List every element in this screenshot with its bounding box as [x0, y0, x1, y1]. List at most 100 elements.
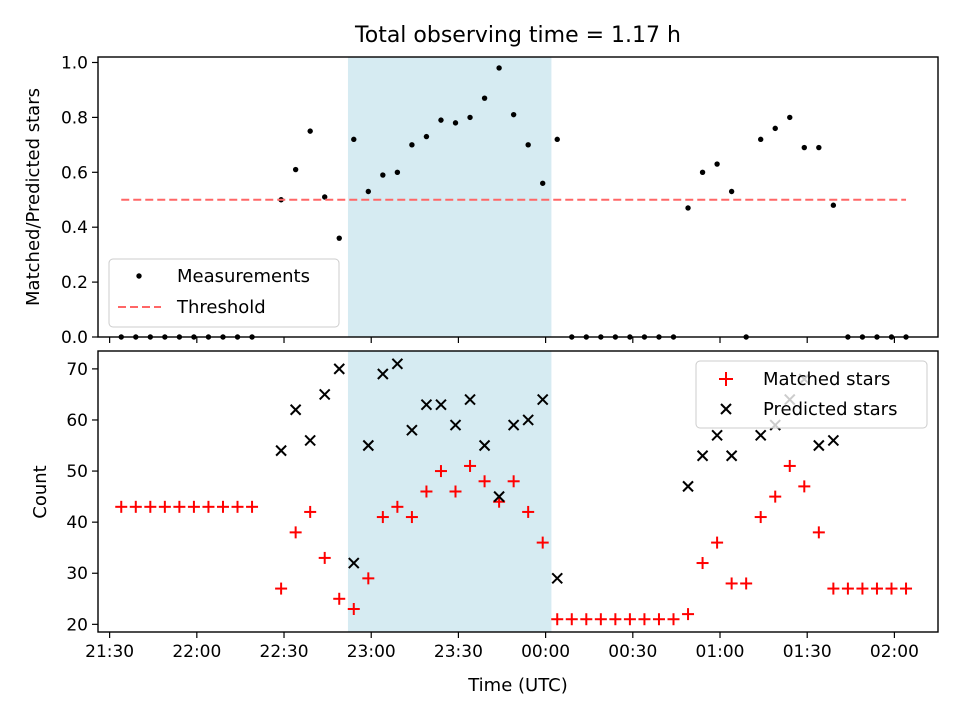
- matched-point: [522, 505, 535, 518]
- measurement-point: [496, 65, 502, 71]
- measurement-point: [336, 235, 342, 241]
- matched-point: [202, 500, 215, 513]
- measurement-point: [380, 172, 386, 178]
- predicted-point: [551, 572, 563, 585]
- x-tick-label: 01:30: [783, 642, 832, 662]
- measurement-point: [685, 205, 691, 211]
- bottom-y-axis-title: Count: [30, 465, 51, 518]
- matched-point: [275, 582, 288, 595]
- measurement-point: [757, 136, 764, 143]
- y-tick-label: 0.4: [61, 218, 88, 238]
- predicted-point: [377, 368, 389, 380]
- top-plot-frame: [97, 56, 939, 338]
- measurement-point: [816, 144, 822, 151]
- matched-point: [754, 511, 767, 524]
- predicted-point: [275, 444, 287, 457]
- x-tick-label: 02:00: [870, 642, 919, 662]
- x-tick-label: 22:30: [260, 642, 309, 662]
- matched-point: [434, 465, 447, 478]
- top-axis-layer: 0.0 0.2 0.4 0.6 0.8 1.0: [61, 53, 896, 348]
- matched-point: [696, 557, 709, 570]
- matched-point: [478, 475, 491, 488]
- measurement-point: [438, 117, 444, 123]
- y-tick-label: 0.6: [61, 163, 88, 183]
- legend-matched-label: Matched stars: [763, 369, 890, 390]
- measurement-point: [772, 125, 778, 132]
- matched-point: [652, 613, 665, 626]
- matched-point: [580, 613, 593, 626]
- measurement-point: [409, 142, 415, 148]
- matched-point: [376, 511, 389, 524]
- y-tick-label: 20: [66, 615, 88, 635]
- matched-point: [187, 500, 200, 513]
- matched-point: [420, 485, 433, 498]
- chart-title: Total observing time = 1.17 h: [354, 23, 681, 48]
- matched-point: [333, 592, 346, 605]
- predicted-point: [348, 557, 360, 569]
- x-tick-label: 22:00: [172, 642, 221, 662]
- bottom-axis-layer: 21:30 22:00 22:30 23:00 23:30 00:00 00:30 01:00…: [66, 360, 919, 662]
- matched-point: [798, 480, 811, 493]
- matched-point: [783, 459, 796, 472]
- legend-predicted-label: Predicted stars: [763, 399, 897, 420]
- matched-point: [827, 582, 840, 595]
- x-tick-label: 21:30: [85, 642, 134, 662]
- predicted-point: [289, 404, 302, 416]
- y-tick-label: 50: [66, 462, 88, 482]
- matched-point: [856, 582, 869, 595]
- matched-point: [507, 475, 520, 488]
- measurement-point: [292, 166, 299, 173]
- legend-measurements-marker: [136, 273, 142, 279]
- bottom-plot-frame: [97, 350, 939, 633]
- x-tick-label: 00:30: [608, 642, 657, 662]
- y-tick-label: 0.2: [61, 273, 88, 293]
- y-tick-label: 30: [66, 564, 88, 584]
- measurement-point: [554, 136, 560, 143]
- matched-point: [391, 500, 404, 513]
- measurement-point: [481, 95, 488, 101]
- legend-predicted-marker: [720, 403, 732, 415]
- matched-point: [449, 485, 462, 498]
- bottom-legend: Matched stars Predicted stars: [695, 360, 928, 429]
- measurement-point: [394, 169, 401, 175]
- predicted-point: [754, 429, 767, 442]
- legend-matched-marker: [719, 372, 733, 386]
- predicted-point: [362, 439, 375, 452]
- predicted-point: [319, 388, 331, 401]
- predicted-point: [406, 424, 418, 436]
- predicted-point: [827, 434, 840, 447]
- matched-point: [464, 459, 477, 472]
- top-panel: 0.0 0.2 0.4 0.6 0.8 1.0 Matched/Predicted sta…: [23, 53, 939, 348]
- predicted-point: [333, 363, 345, 375]
- x-tick-label: 23:00: [347, 642, 396, 662]
- matched-point: [115, 500, 128, 513]
- shaded-interval: [347, 57, 552, 337]
- measurement-point: [423, 133, 430, 140]
- measurement-point: [801, 144, 807, 151]
- bottom-marks-layer: [115, 358, 913, 626]
- matched-point: [623, 613, 636, 626]
- predicted-point: [420, 398, 433, 411]
- x-tick-label: 00:00: [521, 642, 570, 662]
- matched-point: [769, 490, 782, 503]
- bottom-legend-box: [695, 360, 928, 429]
- predicted-point: [435, 398, 447, 411]
- matched-point: [289, 526, 302, 539]
- matched-point: [347, 603, 360, 616]
- top-legend-box: [108, 258, 340, 328]
- matched-point: [740, 577, 753, 590]
- predicted-point: [493, 490, 505, 503]
- y-tick-label: 60: [66, 411, 88, 431]
- measurement-point: [510, 111, 517, 118]
- matched-point: [725, 577, 738, 590]
- legend-threshold-label: Threshold: [176, 297, 266, 318]
- measurement-point: [307, 128, 313, 134]
- bottom-panel: 21:30 22:00 22:30 23:00 23:30 00:00 00:30 01:00…: [30, 350, 939, 662]
- x-tick-label: 23:30: [434, 642, 483, 662]
- predicted-point: [711, 429, 723, 442]
- matched-point: [667, 613, 680, 626]
- matched-point: [405, 511, 418, 524]
- y-tick-label: 1.0: [61, 53, 88, 73]
- matched-point: [231, 500, 244, 513]
